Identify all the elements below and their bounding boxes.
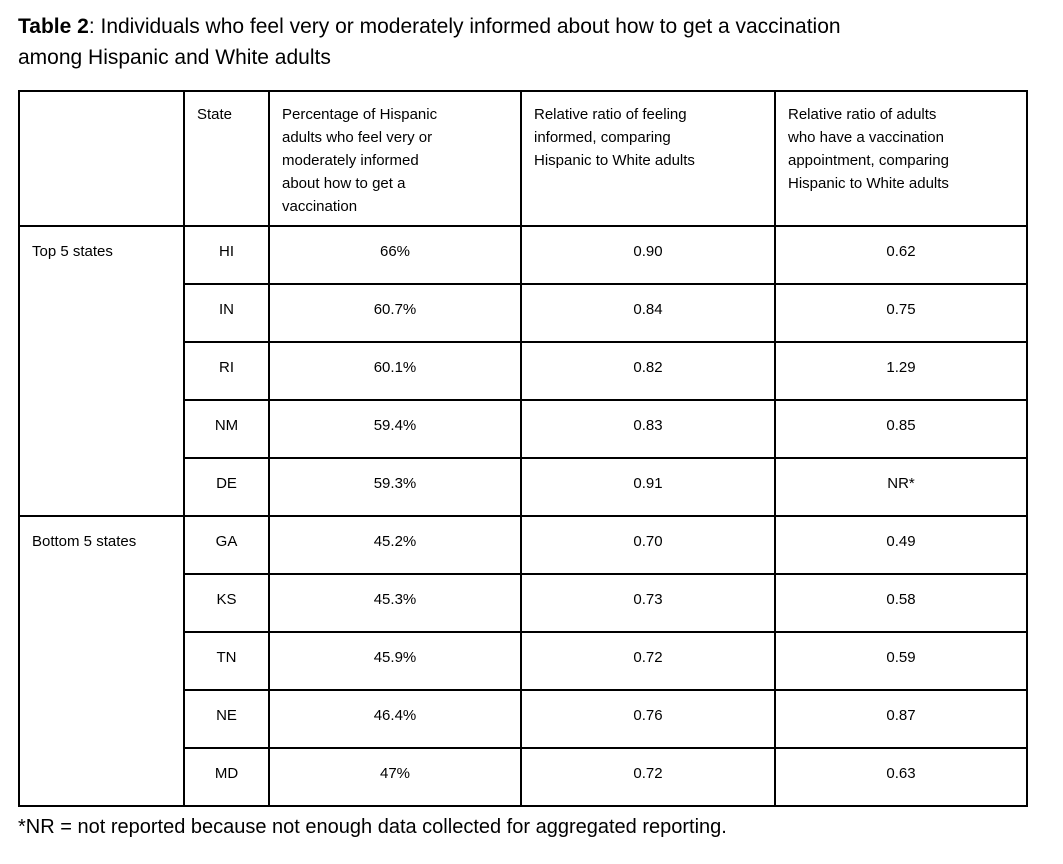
cell-ratio-informed: 0.91 <box>520 457 776 517</box>
table-row: TN 45.9% 0.72 0.59 <box>19 631 1028 691</box>
cell-ratio-appointment: 1.29 <box>774 341 1028 401</box>
cell-state: MD <box>183 747 270 807</box>
cell-ratio-appointment: 0.58 <box>774 573 1028 633</box>
cell-ratio-informed: 0.90 <box>520 225 776 285</box>
cell-percentage: 59.3% <box>268 457 522 517</box>
cell-ratio-appointment: NR* <box>774 457 1028 517</box>
table-row: NM 59.4% 0.83 0.85 <box>19 399 1028 459</box>
cell-percentage: 46.4% <box>268 689 522 749</box>
cell-state: GA <box>183 515 270 575</box>
cell-ratio-appointment: 0.87 <box>774 689 1028 749</box>
table-row: RI 60.1% 0.82 1.29 <box>19 341 1028 401</box>
cell-state: KS <box>183 573 270 633</box>
cell-percentage: 59.4% <box>268 399 522 459</box>
cell-ratio-informed: 0.72 <box>520 747 776 807</box>
cell-ratio-appointment: 0.75 <box>774 283 1028 343</box>
header-corner <box>18 90 185 227</box>
cell-percentage: 60.1% <box>268 341 522 401</box>
cell-percentage: 60.7% <box>268 283 522 343</box>
cell-percentage: 66% <box>268 225 522 285</box>
cell-state: TN <box>183 631 270 691</box>
cell-ratio-informed: 0.70 <box>520 515 776 575</box>
cell-state: NE <box>183 689 270 749</box>
header-percentage-informed: Percentage of Hispanic adults who feel v… <box>268 90 522 227</box>
cell-percentage: 45.2% <box>268 515 522 575</box>
cell-ratio-informed: 0.82 <box>520 341 776 401</box>
cell-ratio-informed: 0.72 <box>520 631 776 691</box>
cell-ratio-informed: 0.83 <box>520 399 776 459</box>
data-table: State Percentage of Hispanic adults who … <box>18 90 1028 807</box>
cell-ratio-informed: 0.76 <box>520 689 776 749</box>
cell-ratio-appointment: 0.63 <box>774 747 1028 807</box>
table-footnote: *NR = not reported because not enough da… <box>18 816 727 838</box>
cell-percentage: 47% <box>268 747 522 807</box>
cell-ratio-appointment: 0.59 <box>774 631 1028 691</box>
header-row: State Percentage of Hispanic adults who … <box>18 90 1028 227</box>
table-row: NE 46.4% 0.76 0.87 <box>19 689 1028 749</box>
table-row: KS 45.3% 0.73 0.58 <box>19 573 1028 633</box>
cell-ratio-informed: 0.73 <box>520 573 776 633</box>
cell-state: HI <box>183 225 270 285</box>
table-row: Top 5 states HI 66% 0.90 0.62 <box>18 225 1028 517</box>
cell-ratio-informed: 0.84 <box>520 283 776 343</box>
cell-percentage: 45.3% <box>268 573 522 633</box>
row-group-label-top5: Top 5 states <box>18 225 185 517</box>
cell-ratio-appointment: 0.85 <box>774 399 1028 459</box>
cell-state: IN <box>183 283 270 343</box>
table-row: Bottom 5 states GA 45.2% 0.70 0.49 <box>18 515 1028 807</box>
table-row: IN 60.7% 0.84 0.75 <box>19 283 1028 343</box>
table-title: Table 2: Individuals who feel very or mo… <box>18 11 1008 73</box>
cell-percentage: 45.9% <box>268 631 522 691</box>
cell-state: DE <box>183 457 270 517</box>
cell-state: NM <box>183 399 270 459</box>
cell-ratio-appointment: 0.49 <box>774 515 1028 575</box>
header-ratio-informed: Relative ratio of feeling informed, comp… <box>520 90 776 227</box>
table-row: DE 59.3% 0.91 NR* <box>19 457 1028 517</box>
header-state: State <box>183 90 270 227</box>
header-ratio-appointment: Relative ratio of adults who have a vacc… <box>774 90 1028 227</box>
table-title-text: : Individuals who feel very or moderatel… <box>18 15 841 69</box>
table-row: MD 47% 0.72 0.63 <box>19 747 1028 807</box>
table-title-label: Table 2 <box>18 15 89 38</box>
cell-state: RI <box>183 341 270 401</box>
row-group-label-bottom5: Bottom 5 states <box>18 515 185 807</box>
cell-ratio-appointment: 0.62 <box>774 225 1028 285</box>
